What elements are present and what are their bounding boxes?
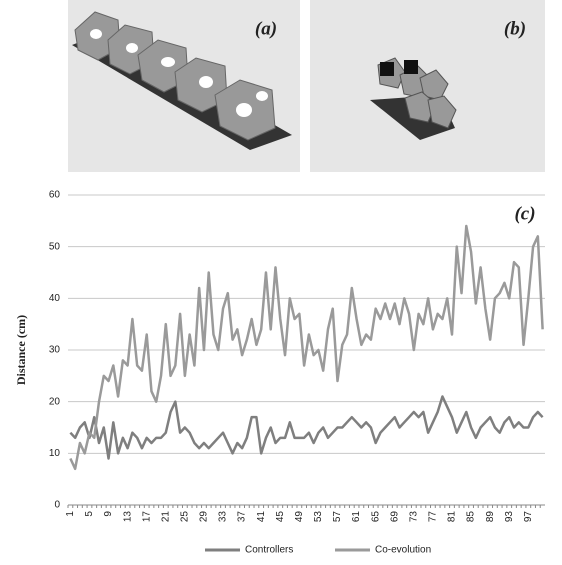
x-tick-label: 65 bbox=[370, 511, 381, 523]
panel-label: (a) bbox=[255, 18, 277, 39]
y-tick-label: 0 bbox=[54, 500, 60, 511]
x-tick-label: 85 bbox=[466, 511, 477, 523]
x-tick-label: 61 bbox=[351, 511, 362, 523]
x-tick-label: 53 bbox=[313, 511, 324, 523]
x-tick-label: 69 bbox=[389, 511, 400, 523]
x-tick-label: 13 bbox=[122, 511, 133, 523]
x-tick-label: 97 bbox=[523, 511, 534, 523]
x-tick-label: 17 bbox=[141, 511, 152, 523]
x-tick-label: 93 bbox=[504, 511, 515, 523]
x-tick-label: 21 bbox=[160, 511, 171, 523]
legend-label: Controllers bbox=[245, 545, 293, 556]
panel-label: (b) bbox=[504, 18, 526, 39]
x-tick-label: 49 bbox=[294, 511, 305, 523]
legend-label: Co-evolution bbox=[375, 545, 431, 556]
x-tick-label: 81 bbox=[447, 511, 458, 523]
x-tick-label: 41 bbox=[256, 511, 267, 523]
x-tick-label: 89 bbox=[485, 511, 496, 523]
y-tick-label: 20 bbox=[49, 396, 61, 407]
x-tick-label: 29 bbox=[199, 511, 210, 523]
series-line bbox=[69, 224, 544, 471]
x-tick-label: 57 bbox=[332, 511, 343, 523]
x-tick-label: 45 bbox=[275, 511, 286, 523]
x-tick-label: 5 bbox=[84, 511, 95, 517]
y-tick-label: 40 bbox=[49, 293, 61, 304]
x-tick-label: 1 bbox=[65, 511, 76, 517]
x-tick-label: 33 bbox=[218, 511, 229, 523]
x-tick-label: 77 bbox=[428, 511, 439, 523]
annotation: (c) bbox=[514, 203, 535, 224]
x-tick-label: 9 bbox=[103, 511, 114, 517]
x-tick-label: 25 bbox=[180, 511, 191, 523]
y-tick-label: 60 bbox=[49, 190, 61, 201]
series-line bbox=[69, 395, 544, 460]
y-tick-label: 10 bbox=[49, 448, 61, 459]
image-a: (a) bbox=[68, 0, 300, 172]
image-b: (b) bbox=[310, 0, 545, 172]
y-tick-label: 30 bbox=[49, 345, 61, 356]
x-tick-label: 37 bbox=[237, 511, 248, 523]
y-tick-label: 50 bbox=[49, 241, 61, 252]
y-axis-label: Distance (cm) bbox=[14, 315, 28, 385]
x-tick-label: 73 bbox=[408, 511, 419, 523]
